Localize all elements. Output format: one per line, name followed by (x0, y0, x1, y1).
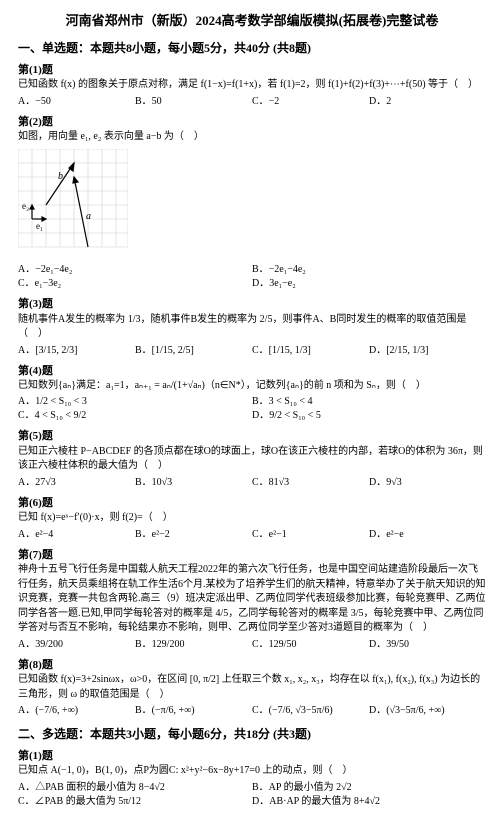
q5-choice-c: C．81√3 (252, 476, 369, 490)
q1-number: 第(1)题 (18, 63, 486, 78)
q5-choice-b: B．10√3 (135, 476, 252, 490)
q7-choice-c: C．129/50 (252, 638, 369, 652)
s2-q1-choice-d: D．AB·AP 的最大值为 8+4√2 (252, 795, 486, 809)
q3-choices: A．[3/15, 2/3] B．[1/15, 2/5] C．[1/15, 1/3… (18, 344, 486, 358)
q7-stem: 神舟十五号飞行任务是中国载人航天工程2022年的第六次飞行任务，也是中国空间站建… (18, 563, 486, 636)
q7-choice-b: B．129/200 (135, 638, 252, 652)
q1-choice-d: D．2 (369, 95, 486, 109)
q6-number: 第(6)题 (18, 496, 486, 511)
q1-choice-c: C．−2 (252, 95, 369, 109)
q3-choice-a: A．[3/15, 2/3] (18, 344, 135, 358)
q3-choice-c: C．[1/15, 1/3] (252, 344, 369, 358)
q8-choice-b: B．(−π/6, +∞) (135, 704, 252, 718)
fig-label-b: b (58, 171, 63, 182)
q8-choices: A．(−7/6, +∞) B．(−π/6, +∞) C．(−7/6, √3−5π… (18, 704, 486, 718)
fig-label-e1: e₁ (36, 221, 43, 231)
q2-number: 第(2)题 (18, 115, 486, 130)
q5-number: 第(5)题 (18, 429, 486, 444)
page-title: 河南省郑州市（新版）2024高考数学部编版模拟(拓展卷)完整试卷 (18, 12, 486, 30)
q2-choice-a: A．−2e₁−4e₂ (18, 263, 252, 277)
q3-stem: 随机事件A发生的概率为 1/3，随机事件B发生的概率为 2/5，则事件A、B同时… (18, 313, 486, 342)
fig-label-e2: e₂ (22, 201, 29, 211)
q1-choice-a: A．−50 (18, 95, 135, 109)
q7-choices: A．39/200 B．129/200 C．129/50 D．39/50 (18, 638, 486, 652)
section-1-heading: 一、单选题：本题共8小题，每小题5分，共40分 (共8题) (18, 40, 486, 57)
q7-number: 第(7)题 (18, 548, 486, 563)
q8-stem: 已知函数 f(x)=3+2sinωx，ω>0，在区间 [0, π/2] 上任取三… (18, 673, 486, 702)
q4-number: 第(4)题 (18, 364, 486, 379)
q3-choice-d: D．[2/15, 1/3] (369, 344, 486, 358)
q5-choice-a: A．27√3 (18, 476, 135, 490)
q1-choice-b: B．50 (135, 95, 252, 109)
q3-choice-b: B．[1/15, 2/5] (135, 344, 252, 358)
s2-q1-stem: 已知点 A(−1, 0)，B(1, 0)，点P为圆C: x²+y²−6x−8y+… (18, 764, 486, 779)
q4-choice-a: A．1/2 < S₁₀ < 3 (18, 395, 252, 409)
q6-choice-b: B．e²−2 (135, 528, 252, 542)
q5-choices: A．27√3 B．10√3 C．81√3 D．9√3 (18, 476, 486, 490)
q4-stem: 已知数列{aₙ}满足：a₁=1，aₙ₊₁ = aₙ/(1+√aₙ)（n∈N*），… (18, 379, 486, 394)
s2-q1-choice-c: C．∠PAB 的最大值为 5π/12 (18, 795, 252, 809)
q6-choice-d: D．e²−e (369, 528, 486, 542)
q3-number: 第(3)题 (18, 297, 486, 312)
q4-choice-d: D．9/2 < S₁₀ < 5 (252, 409, 486, 423)
q1-stem: 已知函数 f(x) 的图象关于原点对称，满足 f(1−x)=f(1+x)，若 f… (18, 78, 486, 93)
q2-choice-c: C．e₁−3e₂ (18, 277, 252, 291)
q8-choice-c: C．(−7/6, √3−5π/6) (252, 704, 369, 718)
q2-choice-d: D．3e₁−e₂ (252, 277, 486, 291)
q4-choice-c: C．4 < S₁₀ < 9/2 (18, 409, 252, 423)
q8-number: 第(8)题 (18, 658, 486, 673)
q4-choice-b: B．3 < S₁₀ < 4 (252, 395, 486, 409)
q7-choice-d: D．39/50 (369, 638, 486, 652)
q2-figure: e₁ e₂ b a (18, 149, 486, 259)
q4-choices: A．1/2 < S₁₀ < 3 B．3 < S₁₀ < 4 C．4 < S₁₀ … (18, 395, 486, 423)
q2-choices: A．−2e₁−4e₂ B．−2e₁−4e₂ C．e₁−3e₂ D．3e₁−e₂ (18, 263, 486, 291)
s2-q1-choices: A．△PAB 面积的最小值为 8−4√2 B．AP 的最小值为 2√2 C．∠P… (18, 781, 486, 809)
s2-q1-choice-a: A．△PAB 面积的最小值为 8−4√2 (18, 781, 252, 795)
q6-stem: 已知 f(x)=eˣ−f′(0)·x，则 f(2)=（ ） (18, 511, 486, 526)
q5-choice-d: D．9√3 (369, 476, 486, 490)
s2-q1-number: 第(1)题 (18, 749, 486, 764)
q6-choice-a: A．e²−4 (18, 528, 135, 542)
q8-choice-a: A．(−7/6, +∞) (18, 704, 135, 718)
q2-choice-b: B．−2e₁−4e₂ (252, 263, 486, 277)
section-2-heading: 二、多选题：本题共3小题，每小题6分，共18分 (共3题) (18, 726, 486, 743)
q5-stem: 已知正六棱柱 P−ABCDEF 的各顶点都在球O的球面上，球O在该正六棱柱的内部… (18, 445, 486, 474)
q8-choice-d: D．(√3−5π/6, +∞) (369, 704, 486, 718)
q6-choices: A．e²−4 B．e²−2 C．e²−1 D．e²−e (18, 528, 486, 542)
q2-stem: 如图，用向量 e₁, e₂ 表示向量 a−b 为（ ） (18, 130, 486, 145)
q1-choices: A．−50 B．50 C．−2 D．2 (18, 95, 486, 109)
q7-choice-a: A．39/200 (18, 638, 135, 652)
s2-q1-choice-b: B．AP 的最小值为 2√2 (252, 781, 486, 795)
q6-choice-c: C．e²−1 (252, 528, 369, 542)
fig-label-a: a (86, 211, 91, 222)
